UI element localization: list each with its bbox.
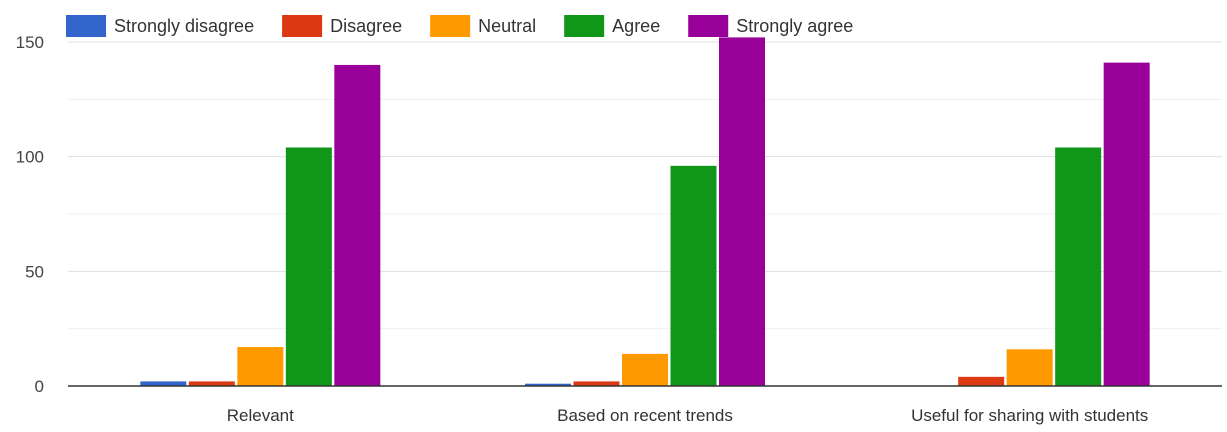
legend-swatch xyxy=(282,15,323,37)
legend-swatch xyxy=(564,15,605,37)
legend-label: Strongly disagree xyxy=(114,16,254,36)
legend-label: Neutral xyxy=(478,16,536,36)
bar[interactable] xyxy=(1006,349,1053,386)
bar[interactable] xyxy=(188,381,235,386)
legend: Strongly disagree Disagree Neutral Agree Str… xyxy=(66,15,853,37)
bar[interactable] xyxy=(140,381,187,386)
legend-swatch xyxy=(688,15,729,37)
x-category-label: Relevant xyxy=(227,406,294,425)
y-tick-label: 100 xyxy=(16,148,44,167)
axes: 0 50 100 150 Relevant Based on recent trends U… xyxy=(16,33,1222,425)
legend-label: Agree xyxy=(612,16,660,36)
gridlines xyxy=(68,41,1222,330)
y-tick-label: 50 xyxy=(25,262,44,281)
y-tick-label: 150 xyxy=(16,33,44,52)
bar[interactable] xyxy=(285,147,332,386)
bar[interactable] xyxy=(573,381,620,386)
bars xyxy=(140,37,1150,387)
bar[interactable] xyxy=(719,37,765,387)
bar[interactable] xyxy=(334,64,381,386)
y-tick-label: 0 xyxy=(35,377,44,396)
bar[interactable] xyxy=(1103,62,1150,386)
x-category-label: Based on recent trends xyxy=(557,406,733,425)
legend-label: Strongly agree xyxy=(736,16,853,36)
legend-swatch xyxy=(430,15,471,37)
x-category-label: Useful for sharing with students xyxy=(911,406,1148,425)
legend-label: Disagree xyxy=(330,16,402,36)
bar[interactable] xyxy=(670,165,717,386)
bar[interactable] xyxy=(525,383,571,386)
legend-swatch xyxy=(66,15,106,37)
bar[interactable] xyxy=(237,347,284,386)
bar[interactable] xyxy=(958,376,1005,386)
bar[interactable] xyxy=(622,353,668,386)
bar[interactable] xyxy=(1055,147,1102,386)
